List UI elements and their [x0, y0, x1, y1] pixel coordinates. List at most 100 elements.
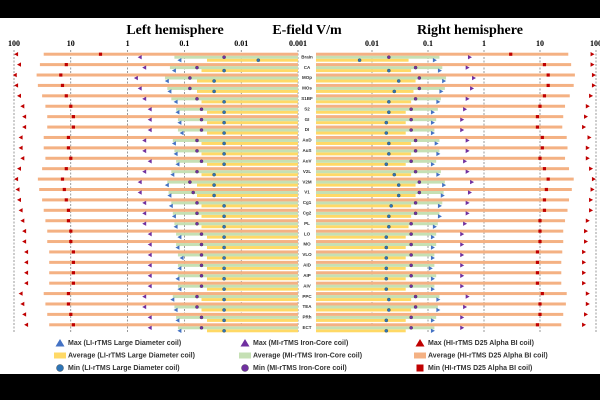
min-marker	[387, 110, 391, 114]
bar	[47, 115, 298, 119]
min-marker	[222, 287, 226, 291]
max-marker	[584, 312, 589, 317]
max-marker	[440, 193, 445, 198]
max-marker	[142, 200, 147, 206]
category-label: ECT	[303, 325, 312, 330]
bar	[49, 281, 298, 285]
max-marker	[589, 166, 594, 171]
max-marker	[18, 208, 23, 213]
min-marker	[417, 76, 422, 80]
max-marker	[460, 315, 465, 320]
min-marker	[540, 135, 544, 140]
x-tick-label: 0.1	[179, 39, 189, 48]
legend-marker	[240, 339, 250, 347]
min-marker	[538, 302, 542, 306]
bar	[171, 201, 298, 205]
bar	[316, 188, 572, 191]
min-marker	[69, 312, 73, 316]
bar	[316, 312, 564, 316]
min-marker	[535, 281, 540, 285]
max-marker	[437, 214, 442, 219]
bar	[316, 208, 568, 212]
x-tick-label: 100	[590, 39, 600, 48]
bar	[201, 141, 298, 145]
max-marker	[430, 162, 435, 167]
bar	[316, 83, 574, 87]
max-marker	[430, 276, 435, 281]
legend-label: Average (MI-rTMS Iron-Core coil)	[253, 352, 362, 359]
max-marker	[442, 78, 447, 84]
bar	[197, 194, 298, 197]
category-label: V2L	[303, 169, 312, 174]
max-marker	[437, 203, 442, 209]
min-marker	[535, 125, 540, 129]
category-label: MOp	[302, 75, 312, 80]
bar	[316, 315, 437, 319]
bar	[316, 52, 569, 56]
max-marker	[164, 78, 169, 84]
max-marker	[173, 99, 178, 105]
bar	[168, 191, 298, 194]
max-marker	[460, 242, 465, 247]
min-marker	[384, 256, 389, 260]
min-marker	[387, 68, 391, 73]
max-marker	[430, 245, 435, 250]
min-marker	[195, 221, 199, 226]
max-marker	[582, 260, 587, 265]
max-marker	[472, 75, 477, 81]
max-marker	[465, 96, 470, 102]
bar	[172, 138, 298, 142]
max-marker	[467, 190, 472, 195]
category-label: AIV	[303, 283, 311, 288]
min-marker	[413, 138, 418, 143]
max-marker	[430, 130, 435, 136]
x-tick-label: 10	[67, 39, 75, 48]
min-marker	[222, 266, 226, 271]
bar	[316, 159, 437, 163]
max-marker	[591, 176, 596, 182]
max-marker	[17, 166, 22, 171]
min-marker	[409, 284, 413, 288]
min-marker	[384, 235, 389, 239]
bar	[316, 110, 406, 114]
bar	[201, 100, 298, 104]
max-marker	[587, 135, 592, 140]
bar	[207, 110, 298, 114]
max-marker	[164, 182, 169, 188]
max-marker	[430, 234, 435, 240]
bar	[316, 229, 564, 233]
max-marker	[463, 221, 468, 226]
max-marker	[168, 203, 173, 209]
legend-label: Max (MI-rTMS Iron-Core coil)	[253, 340, 348, 347]
min-marker	[188, 180, 192, 184]
min-marker	[195, 138, 199, 143]
min-marker	[409, 242, 413, 247]
min-marker	[222, 256, 226, 260]
bar	[169, 66, 298, 70]
min-marker	[60, 83, 65, 88]
bar	[316, 121, 406, 125]
bar	[45, 104, 298, 108]
max-marker	[430, 328, 435, 333]
min-marker	[71, 115, 75, 119]
max-marker	[17, 62, 22, 67]
bar	[316, 211, 440, 215]
category-label: VLO	[302, 252, 312, 257]
min-marker	[222, 224, 226, 229]
bar	[316, 128, 435, 132]
bar	[316, 222, 438, 226]
min-marker	[384, 245, 389, 250]
max-marker	[142, 96, 147, 102]
min-marker	[199, 326, 204, 330]
min-marker	[212, 79, 216, 83]
max-marker	[582, 280, 587, 286]
bar	[36, 73, 298, 77]
max-marker	[590, 62, 595, 67]
max-marker	[179, 255, 184, 261]
bar	[316, 66, 443, 70]
x-tick-label: 10	[536, 39, 544, 48]
min-marker	[413, 294, 418, 299]
bar	[47, 229, 298, 233]
bar	[43, 135, 299, 139]
max-marker	[589, 93, 594, 99]
